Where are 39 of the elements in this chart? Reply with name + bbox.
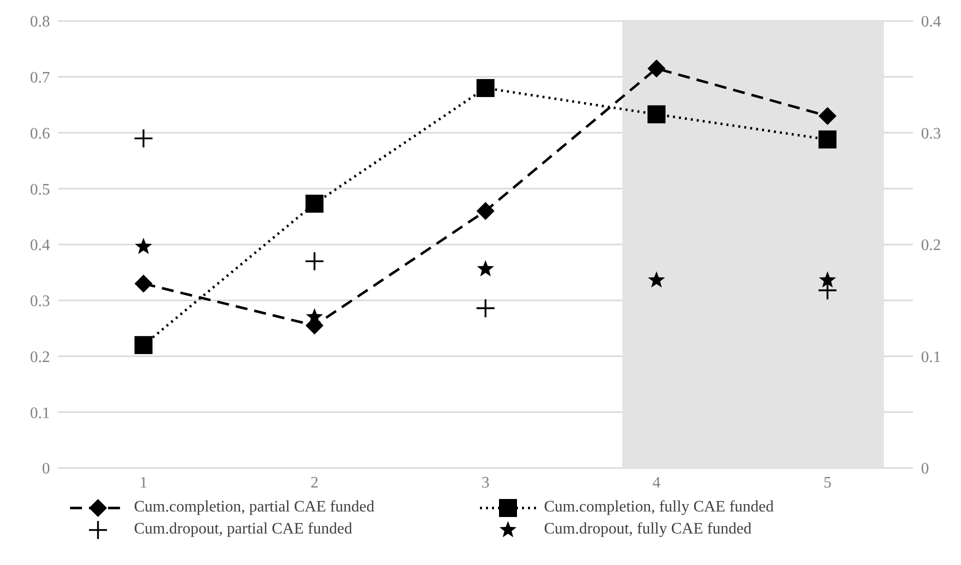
- y-tick-label: 0.4: [30, 237, 50, 254]
- y-tick-label: 0.3: [30, 293, 50, 310]
- point: [476, 202, 494, 220]
- x-tick-label: 5: [824, 474, 832, 492]
- y-tick-label: 0.6: [30, 125, 50, 142]
- point: [476, 298, 496, 318]
- point: [648, 105, 666, 124]
- point: [818, 271, 836, 288]
- point: [648, 271, 666, 288]
- legend-label: Cum.completion, partial CAE funded: [133, 498, 376, 518]
- point: [134, 336, 152, 354]
- point: [306, 194, 324, 213]
- y-tick-label: 0.1: [30, 404, 50, 422]
- point: [134, 128, 154, 148]
- y2-tick-label: 0: [921, 460, 929, 478]
- y-tick-label: 0: [42, 460, 50, 478]
- point: [476, 260, 494, 276]
- x-tick-label: 3: [482, 474, 490, 492]
- point: [648, 59, 666, 78]
- legend-label: Cum.dropout, partial CAE funded: [133, 520, 354, 540]
- point: [818, 130, 836, 148]
- y2-tick-label: 0.4: [921, 14, 941, 31]
- point: [304, 251, 324, 272]
- legend-label: Cum.dropout, fully CAE funded: [543, 520, 753, 540]
- x-tick-label: 4: [652, 474, 660, 492]
- y2-tick-label: 0.2: [921, 237, 941, 254]
- y-tick-label: 0.7: [30, 70, 50, 87]
- x-tick-label: 1: [140, 474, 148, 492]
- legend-label: Cum.completion, fully CAE funded: [543, 498, 775, 518]
- point: [818, 106, 836, 125]
- y-tick-label: 0.8: [30, 14, 50, 31]
- point: [134, 238, 152, 254]
- point: [134, 274, 152, 293]
- y2-tick-label: 0.1: [921, 348, 941, 366]
- x-tick-label: 2: [310, 474, 318, 492]
- point: [476, 79, 494, 98]
- y2-tick-label: 0.3: [921, 125, 941, 142]
- y-tick-label: 0.5: [30, 181, 50, 198]
- y-tick-label: 0.2: [30, 348, 50, 366]
